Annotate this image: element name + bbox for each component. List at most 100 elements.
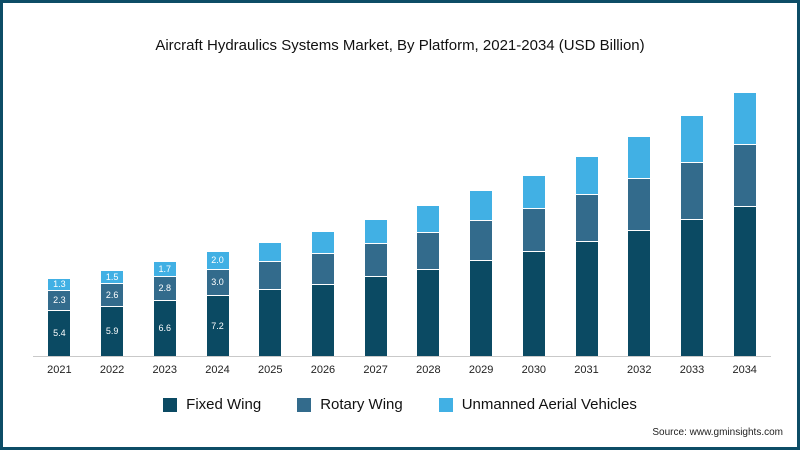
legend-label: Unmanned Aerial Vehicles xyxy=(461,396,637,413)
x-tick-label: 2024 xyxy=(205,364,230,376)
bar-segment-fixed-wing xyxy=(259,290,282,356)
bar-slot: 1.3 2.3 5.4 xyxy=(33,278,86,356)
bar-2025 xyxy=(259,242,282,356)
bar-segment-fixed-wing xyxy=(470,261,493,356)
source-text: Source: www.gminsights.com xyxy=(652,427,783,438)
bar-segment-fixed-wing xyxy=(628,231,651,356)
bar-segment-fixed-wing xyxy=(575,242,598,356)
x-tick-label: 2031 xyxy=(574,364,599,376)
bar-2032 xyxy=(628,136,651,356)
bar-slot xyxy=(613,136,666,356)
bar-2027 xyxy=(364,219,387,356)
bar-slot xyxy=(507,175,560,356)
bar-segment-unmanned-aerial-vehicles: 1.3 xyxy=(48,279,71,290)
bar-segment-rotary-wing: 2.3 xyxy=(48,291,71,310)
bar-slot xyxy=(455,190,508,356)
x-tick-label: 2033 xyxy=(679,364,705,376)
x-tick-label: 2030 xyxy=(521,364,547,376)
bar-segment-fixed-wing xyxy=(680,220,703,356)
bar-segment-fixed-wing: 5.4 xyxy=(48,311,71,356)
bar-2028 xyxy=(417,205,440,356)
bar-segment-unmanned-aerial-vehicles: 2.0 xyxy=(206,252,229,269)
bar-2031 xyxy=(575,156,598,356)
bar-segment-fixed-wing xyxy=(311,285,334,356)
bar-segment-rotary-wing xyxy=(522,209,545,251)
bar-2030 xyxy=(522,175,545,356)
bar-segment-rotary-wing: 2.8 xyxy=(153,277,176,300)
legend-label: Rotary Wing xyxy=(320,396,403,413)
x-tick-label: 2034 xyxy=(732,364,757,376)
bar-2026 xyxy=(311,231,334,356)
bar-slot: 1.7 2.8 6.6 xyxy=(138,261,191,356)
bar-segment-unmanned-aerial-vehicles: 1.7 xyxy=(153,262,176,276)
bar-slot: 1.5 2.6 5.9 xyxy=(86,270,139,356)
bar-segment-rotary-wing: 3.0 xyxy=(206,270,229,295)
bar-slot xyxy=(666,115,719,356)
bar-segment-unmanned-aerial-vehicles xyxy=(628,137,651,178)
bar-segment-fixed-wing: 5.9 xyxy=(101,307,124,356)
x-tick-label: 2022 xyxy=(99,364,125,376)
bar-slot xyxy=(297,231,350,356)
x-tick-label: 2025 xyxy=(257,364,283,376)
bar-segment-unmanned-aerial-vehicles xyxy=(417,206,440,232)
legend: Fixed Wing Rotary Wing Unmanned Aerial Veh… xyxy=(3,396,797,413)
legend-item-unmanned-aerial-vehicles: Unmanned Aerial Vehicles xyxy=(438,396,637,413)
x-tick-label: 2021 xyxy=(47,364,72,376)
bar-slot xyxy=(560,156,613,356)
legend-swatch xyxy=(438,397,453,412)
bar-segment-rotary-wing xyxy=(733,145,756,206)
bar-slot: 2.0 3.0 7.2 xyxy=(191,251,244,356)
bar-segment-unmanned-aerial-vehicles xyxy=(522,176,545,208)
bar-segment-fixed-wing xyxy=(417,270,440,356)
bar-segment-rotary-wing xyxy=(259,262,282,289)
bar-2033 xyxy=(680,115,703,356)
bar-segment-unmanned-aerial-vehicles xyxy=(259,243,282,261)
bar-segment-rotary-wing xyxy=(628,179,651,230)
bar-slot xyxy=(244,242,297,356)
legend-swatch xyxy=(297,397,312,412)
legend-label: Fixed Wing xyxy=(186,396,262,413)
legend-item-fixed-wing: Fixed Wing xyxy=(163,396,261,413)
bar-segment-fixed-wing xyxy=(733,207,756,356)
bar-segment-unmanned-aerial-vehicles xyxy=(470,191,493,220)
legend-swatch xyxy=(163,397,178,412)
bar-2022: 1.5 2.6 5.9 xyxy=(101,270,124,356)
bar-segment-fixed-wing xyxy=(364,277,387,356)
bar-2029 xyxy=(470,190,493,356)
bar-segment-unmanned-aerial-vehicles xyxy=(575,157,598,194)
bar-segment-unmanned-aerial-vehicles xyxy=(311,232,334,253)
bar-segment-fixed-wing: 7.2 xyxy=(206,296,229,356)
x-tick-label: 2026 xyxy=(310,364,336,376)
x-tick-label: 2027 xyxy=(363,364,388,376)
legend-item-rotary-wing: Rotary Wing xyxy=(297,396,403,413)
bar-segment-unmanned-aerial-vehicles xyxy=(364,220,387,243)
x-tick-label: 2029 xyxy=(468,364,494,376)
bar-2024: 2.0 3.0 7.2 xyxy=(206,251,229,356)
bar-segment-unmanned-aerial-vehicles xyxy=(680,116,703,162)
x-axis-labels: 2021 2022 2023 2024 2025 2026 2027 2028 2029 2030… xyxy=(33,364,771,376)
bar-segment-rotary-wing xyxy=(470,221,493,260)
bar-2021: 1.3 2.3 5.4 xyxy=(48,278,71,356)
bar-segment-rotary-wing xyxy=(364,244,387,276)
bar-segment-rotary-wing xyxy=(417,233,440,269)
bar-segment-rotary-wing xyxy=(311,254,334,284)
bar-slot xyxy=(402,205,455,356)
x-tick-label: 2028 xyxy=(416,364,441,376)
x-tick-label: 2032 xyxy=(627,364,652,376)
bar-2023: 1.7 2.8 6.6 xyxy=(153,261,176,356)
x-axis-line: 1.3 2.3 5.4 1.5 2.6 5.9 1.7 2.8 6.6 2.0 3.0 7.2 xyxy=(33,73,771,357)
x-tick-label: 2023 xyxy=(152,364,178,376)
bar-segment-rotary-wing xyxy=(575,195,598,241)
bar-segment-rotary-wing: 2.6 xyxy=(101,284,124,306)
chart-title: Aircraft Hydraulics Systems Market, By P… xyxy=(155,37,645,54)
bar-segment-fixed-wing: 6.6 xyxy=(153,301,176,356)
bar-slot xyxy=(349,219,402,356)
bar-segment-unmanned-aerial-vehicles: 1.5 xyxy=(101,271,124,283)
plot-area: 1.3 2.3 5.4 1.5 2.6 5.9 1.7 2.8 6.6 2.0 3.0 7.2 202… xyxy=(33,73,771,376)
bar-segment-fixed-wing xyxy=(522,252,545,356)
bar-segment-unmanned-aerial-vehicles xyxy=(733,93,756,144)
bar-segment-rotary-wing xyxy=(680,163,703,219)
bar-slot xyxy=(718,92,771,356)
bar-2034 xyxy=(733,92,756,356)
